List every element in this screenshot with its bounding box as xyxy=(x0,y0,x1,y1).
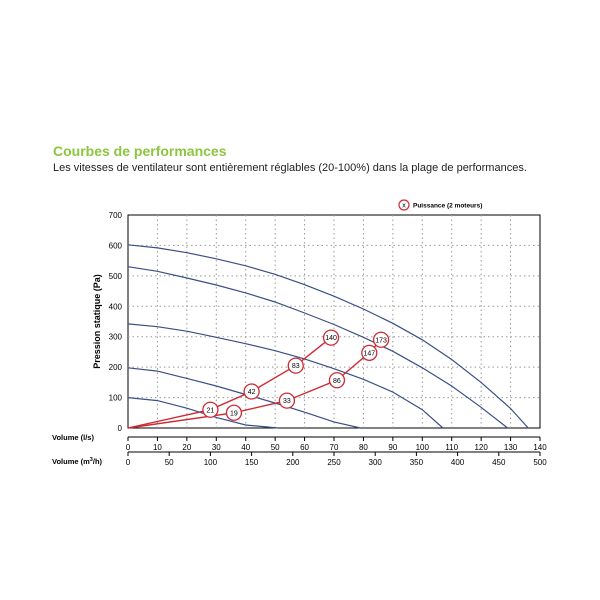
x-axis-label-m3h-tail: /h) xyxy=(93,457,103,466)
x-tick-label-1: 500 xyxy=(533,458,547,467)
x-tick-label-1: 250 xyxy=(327,458,341,467)
x-axis-label-m3h-sup: 3 xyxy=(90,457,93,463)
x-tick-label-0: 90 xyxy=(388,443,397,452)
x-tick-label-1: 100 xyxy=(204,458,218,467)
power-marker xyxy=(372,331,390,348)
x-tick-label-0: 120 xyxy=(474,443,488,452)
x-tick-label-1: 50 xyxy=(165,458,174,467)
power-value-label: 140 xyxy=(325,335,337,342)
x-axis-label-ls: Volume (l/s) xyxy=(52,433,94,442)
x-tick-label-0: 100 xyxy=(416,443,430,452)
power-marker xyxy=(202,401,219,418)
x-tick-label-0: 70 xyxy=(330,443,339,452)
power-marker xyxy=(243,383,260,400)
power-marker xyxy=(287,357,304,374)
y-tick-label: 300 xyxy=(109,333,123,342)
x-tick-label-1: 200 xyxy=(286,458,300,467)
x-tick-label-0: 30 xyxy=(212,443,221,452)
power-value-label: 19 xyxy=(230,410,238,417)
fan-curve-2 xyxy=(127,367,361,429)
x-tick-label-0: 20 xyxy=(182,443,191,452)
x-tick-label-1: 300 xyxy=(369,458,383,467)
fan-curve-5 xyxy=(127,244,529,429)
x-tick-label-0: 130 xyxy=(504,443,518,452)
y-tick-label: 600 xyxy=(109,241,123,250)
y-axis-label: Pression statique (Pa) xyxy=(92,274,102,369)
x-tick-label-0: 110 xyxy=(445,443,458,452)
power-value-label: 83 xyxy=(292,363,300,370)
x-tick-label-1: 150 xyxy=(245,458,259,467)
fan-curve-3 xyxy=(127,323,444,429)
power-value-label: 21 xyxy=(207,407,215,414)
power-marker xyxy=(322,329,340,346)
fan-curve-1 xyxy=(127,397,279,429)
power-value-label: 33 xyxy=(283,398,291,405)
x-tick-label-1: 450 xyxy=(492,458,506,467)
legend-marker-glyph: x xyxy=(402,203,406,210)
fan-curve-4 xyxy=(127,266,508,429)
y-tick-label: 0 xyxy=(118,424,123,433)
power-marker xyxy=(278,392,296,409)
x-tick-label-0: 40 xyxy=(241,443,250,452)
power-value-label: 42 xyxy=(248,389,256,396)
x-tick-label-0: 0 xyxy=(126,443,131,452)
y-tick-label: 100 xyxy=(109,394,123,403)
x-tick-label-1: 0 xyxy=(126,458,131,467)
x-tick-label-0: 10 xyxy=(153,443,162,452)
section-subtitle: Les vitesses de ventilateur sont entière… xyxy=(53,162,527,174)
power-value-label: 147 xyxy=(363,350,375,357)
x-tick-label-1: 400 xyxy=(451,458,465,467)
y-tick-label: 200 xyxy=(109,363,123,372)
x-axis-label-m3h-base: Volume (m xyxy=(52,457,90,466)
x-axis-label-m3h: Volume (m3/h) xyxy=(52,457,103,466)
x-tick-label-0: 60 xyxy=(300,443,309,452)
section-heading: Courbes de performances xyxy=(53,143,227,159)
legend-label: Puissance (2 moteurs) xyxy=(413,203,482,210)
x-tick-label-1: 350 xyxy=(410,458,424,467)
y-tick-label: 400 xyxy=(109,302,123,311)
y-tick-label: 500 xyxy=(109,272,123,281)
y-tick-label: 700 xyxy=(109,211,123,220)
power-marker xyxy=(328,372,346,389)
power-marker xyxy=(225,404,243,421)
power-marker xyxy=(361,344,378,361)
x-tick-label-0: 140 xyxy=(533,443,547,452)
power-value-label: 86 xyxy=(333,378,341,385)
x-tick-label-0: 80 xyxy=(359,443,368,452)
x-tick-label-0: 50 xyxy=(271,443,280,452)
power-value-label: 173 xyxy=(375,337,387,344)
legend-marker xyxy=(398,199,410,211)
